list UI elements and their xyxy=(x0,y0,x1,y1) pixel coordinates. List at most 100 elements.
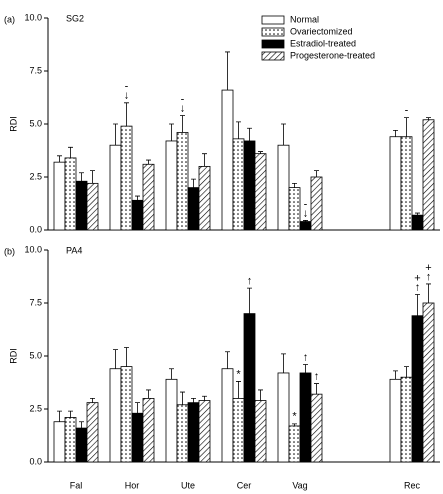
error-bar xyxy=(191,398,196,403)
error-bar xyxy=(247,127,252,141)
bar xyxy=(232,138,245,231)
error-bar xyxy=(404,366,409,378)
bar xyxy=(187,402,200,463)
error-bar xyxy=(124,347,129,367)
error-bar xyxy=(146,159,151,165)
error-bar xyxy=(292,423,297,426)
bar xyxy=(299,221,312,231)
bar xyxy=(277,144,290,231)
x-tick-label: Ute xyxy=(181,480,195,490)
error-bar xyxy=(90,170,95,184)
error-bar xyxy=(247,287,252,314)
y-tick-label: 2.5 xyxy=(29,403,42,413)
error-bar xyxy=(393,129,398,137)
error-bar xyxy=(169,123,174,141)
error-bar xyxy=(225,51,230,91)
annotation: ↑ xyxy=(426,271,432,283)
error-bar xyxy=(113,349,118,369)
bar xyxy=(310,393,323,463)
bar xyxy=(198,400,211,463)
error-bar xyxy=(281,353,286,373)
bar xyxy=(411,315,424,463)
error-bar xyxy=(135,195,140,201)
error-bar xyxy=(57,410,62,422)
legend-label: Ovariectomized xyxy=(290,26,353,36)
bar xyxy=(109,144,122,231)
y-axis-label: RDI xyxy=(8,348,18,364)
bar xyxy=(288,425,301,463)
panel-label: (a) xyxy=(4,14,15,24)
bar xyxy=(288,187,301,231)
error-bar xyxy=(314,383,319,395)
panel-label: (b) xyxy=(4,246,15,256)
error-bar xyxy=(90,398,95,403)
error-bar xyxy=(225,351,230,369)
annotation: - xyxy=(181,93,185,105)
bar xyxy=(165,140,178,231)
annotation: ↓ xyxy=(180,102,186,114)
error-bar xyxy=(79,172,84,182)
bar xyxy=(64,417,77,463)
error-bar xyxy=(393,370,398,380)
bar xyxy=(86,402,99,463)
y-tick-label: 7.5 xyxy=(29,65,42,75)
error-bar xyxy=(236,381,241,399)
annotation: ↑ xyxy=(314,370,320,382)
x-tick-label: Cer xyxy=(237,480,252,490)
bar xyxy=(75,180,88,231)
annotation: + xyxy=(425,262,431,274)
bar xyxy=(187,187,200,231)
legend-swatch xyxy=(261,39,285,49)
annotation: ↑ xyxy=(247,275,253,287)
legend-label: Estradiol-treated xyxy=(290,38,356,48)
bar xyxy=(221,368,234,463)
error-bar xyxy=(415,212,420,216)
x-tick-label: Fal xyxy=(70,480,83,490)
legend-swatch xyxy=(261,51,285,61)
legend-label: Progesterone-treated xyxy=(290,50,375,60)
legend-label: Normal xyxy=(290,14,319,24)
bar xyxy=(165,378,178,463)
error-bar xyxy=(258,389,263,401)
bar xyxy=(254,153,267,231)
annotation: ↓ xyxy=(124,90,130,102)
error-bar xyxy=(79,421,84,429)
annotation: - xyxy=(125,81,129,93)
y-tick-label: 10.0 xyxy=(24,244,42,254)
x-tick-label: Vag xyxy=(292,480,307,490)
error-bar xyxy=(426,283,431,303)
bar xyxy=(120,125,133,231)
error-bar xyxy=(404,117,409,137)
error-bar xyxy=(191,178,196,188)
annotation: + xyxy=(414,272,420,284)
bar xyxy=(400,376,413,463)
legend-swatch xyxy=(261,15,285,25)
bar xyxy=(198,165,211,231)
bar xyxy=(232,397,245,463)
bar xyxy=(400,136,413,231)
annotation: - xyxy=(405,105,409,117)
error-bar xyxy=(281,123,286,146)
y-tick-label: 7.5 xyxy=(29,297,42,307)
y-axis-label: RDI xyxy=(8,116,18,132)
error-bar xyxy=(68,146,73,158)
y-tick-label: 10.0 xyxy=(24,12,42,22)
error-bar xyxy=(202,395,207,401)
bar xyxy=(221,89,234,231)
bar xyxy=(131,412,144,463)
error-bar xyxy=(236,121,241,139)
bar xyxy=(75,427,88,463)
bar xyxy=(411,214,424,231)
error-bar xyxy=(303,364,308,373)
y-tick-label: 0.0 xyxy=(29,456,42,466)
annotation: ↑ xyxy=(415,281,421,293)
bar xyxy=(389,378,402,463)
annotation: * xyxy=(292,411,297,423)
bar xyxy=(310,176,323,231)
bar xyxy=(389,136,402,231)
bar xyxy=(254,400,267,463)
bar xyxy=(142,163,155,231)
bar xyxy=(422,119,435,231)
annotation: * xyxy=(236,368,241,380)
